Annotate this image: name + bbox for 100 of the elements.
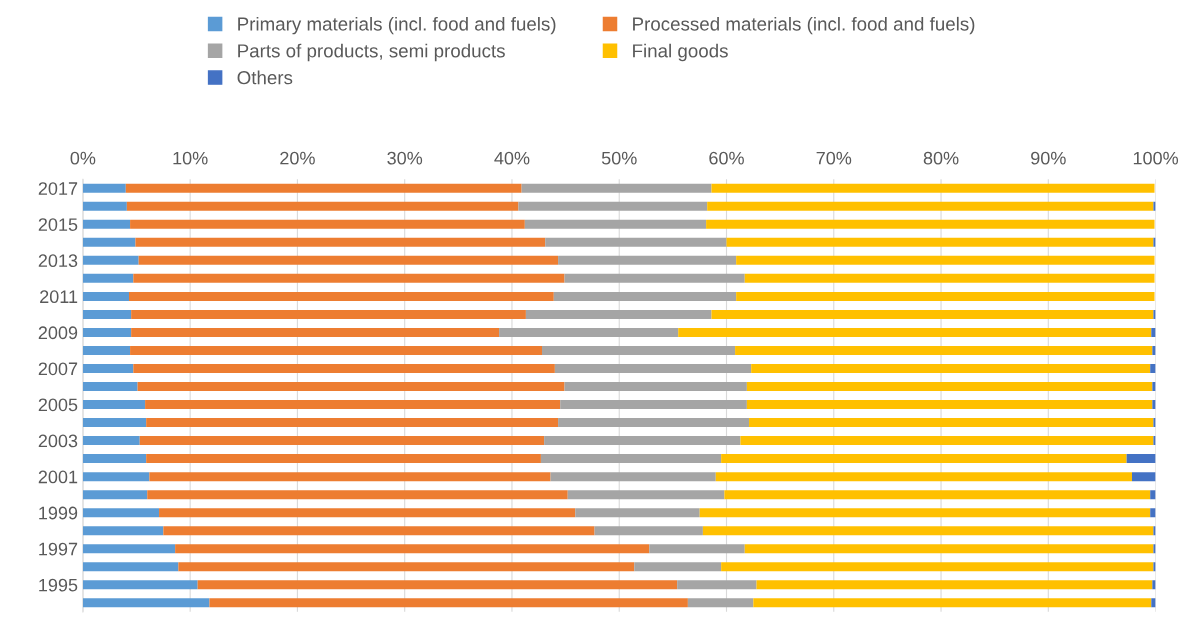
x-tick-label: 0% <box>70 151 96 165</box>
bar <box>545 237 727 247</box>
y-tick-label: 2017 <box>38 182 78 195</box>
bar <box>540 454 722 464</box>
bar <box>82 400 146 410</box>
bar <box>82 273 134 283</box>
bar <box>1152 580 1156 590</box>
bar <box>82 472 150 482</box>
x-tick-label: 60% <box>709 151 744 165</box>
bar <box>146 418 559 428</box>
bar <box>1153 526 1156 536</box>
bar <box>82 237 136 247</box>
bar <box>1150 363 1156 373</box>
bar <box>499 327 679 337</box>
bar <box>567 490 725 500</box>
bar <box>1150 508 1156 518</box>
bar <box>82 255 139 265</box>
y-tick-label: 2013 <box>38 254 78 268</box>
bar <box>82 544 176 554</box>
bar <box>147 490 568 500</box>
bar <box>82 345 131 355</box>
bar <box>1150 490 1156 500</box>
bar <box>137 382 565 392</box>
bar <box>1153 562 1156 572</box>
bar <box>1152 345 1156 355</box>
bar <box>594 526 703 536</box>
legend-label: Processed materials (incl. food and fuels) <box>633 16 975 35</box>
bar <box>1152 382 1156 392</box>
bar <box>715 472 1132 482</box>
bar <box>726 237 1154 247</box>
bar <box>699 508 1151 518</box>
bar <box>711 183 1155 193</box>
bar <box>564 382 747 392</box>
bar <box>129 291 554 301</box>
bar <box>82 580 198 590</box>
y-tick-label: 2007 <box>38 362 78 376</box>
bar <box>131 327 500 337</box>
x-tick-label: 100% <box>1133 151 1179 165</box>
bar <box>130 219 525 229</box>
bar <box>82 418 147 428</box>
bar <box>553 291 737 301</box>
y-tick-label: 1997 <box>39 542 78 556</box>
bar <box>542 345 736 355</box>
bar <box>82 291 130 301</box>
bar <box>178 562 635 572</box>
bar <box>736 255 1155 265</box>
bar <box>735 345 1153 355</box>
bar <box>1153 418 1156 428</box>
bar <box>707 201 1154 211</box>
bar <box>518 201 708 211</box>
bar <box>125 183 522 193</box>
bar <box>687 598 754 608</box>
bar <box>746 382 1153 392</box>
bar <box>82 219 131 229</box>
bar <box>135 237 546 247</box>
bar <box>746 400 1153 410</box>
x-tick-label: 30% <box>387 151 423 165</box>
bar <box>145 400 561 410</box>
bar <box>133 363 555 373</box>
bar <box>721 454 1127 464</box>
bar <box>146 454 541 464</box>
bar <box>159 508 576 518</box>
x-tick-label: 70% <box>816 151 852 165</box>
bar <box>721 562 1154 572</box>
y-tick-label: 2005 <box>38 398 78 412</box>
bar <box>82 508 160 518</box>
y-tick-label: 2015 <box>38 218 78 231</box>
bar <box>564 273 745 283</box>
x-tick-label: 20% <box>280 151 315 165</box>
bar <box>1153 544 1156 554</box>
bar <box>544 436 741 446</box>
bar <box>724 490 1151 500</box>
bar <box>82 436 140 446</box>
bar <box>130 345 542 355</box>
x-tick-label: 10% <box>173 151 208 165</box>
bar <box>209 598 688 608</box>
bar <box>82 562 179 572</box>
bar <box>558 418 750 428</box>
bar <box>131 309 526 319</box>
bar <box>554 363 752 373</box>
bar <box>740 436 1154 446</box>
bar <box>1153 436 1156 446</box>
y-tick-label: 2011 <box>40 290 78 304</box>
bar <box>82 454 147 464</box>
legend-label: Primary materials (incl. food and fuels) <box>238 16 556 35</box>
bar <box>706 219 1155 229</box>
bar <box>751 363 1151 373</box>
bar <box>1152 400 1156 410</box>
bar <box>550 472 716 482</box>
bar <box>82 363 134 373</box>
bar <box>82 309 132 319</box>
x-tick-label: 40% <box>494 151 530 165</box>
bar <box>711 309 1154 319</box>
bar <box>138 255 559 265</box>
bar <box>139 436 545 446</box>
x-tick-label: 50% <box>601 151 637 165</box>
bar <box>634 562 722 572</box>
bar <box>1151 598 1156 608</box>
bar <box>649 544 745 554</box>
bar <box>753 598 1152 608</box>
